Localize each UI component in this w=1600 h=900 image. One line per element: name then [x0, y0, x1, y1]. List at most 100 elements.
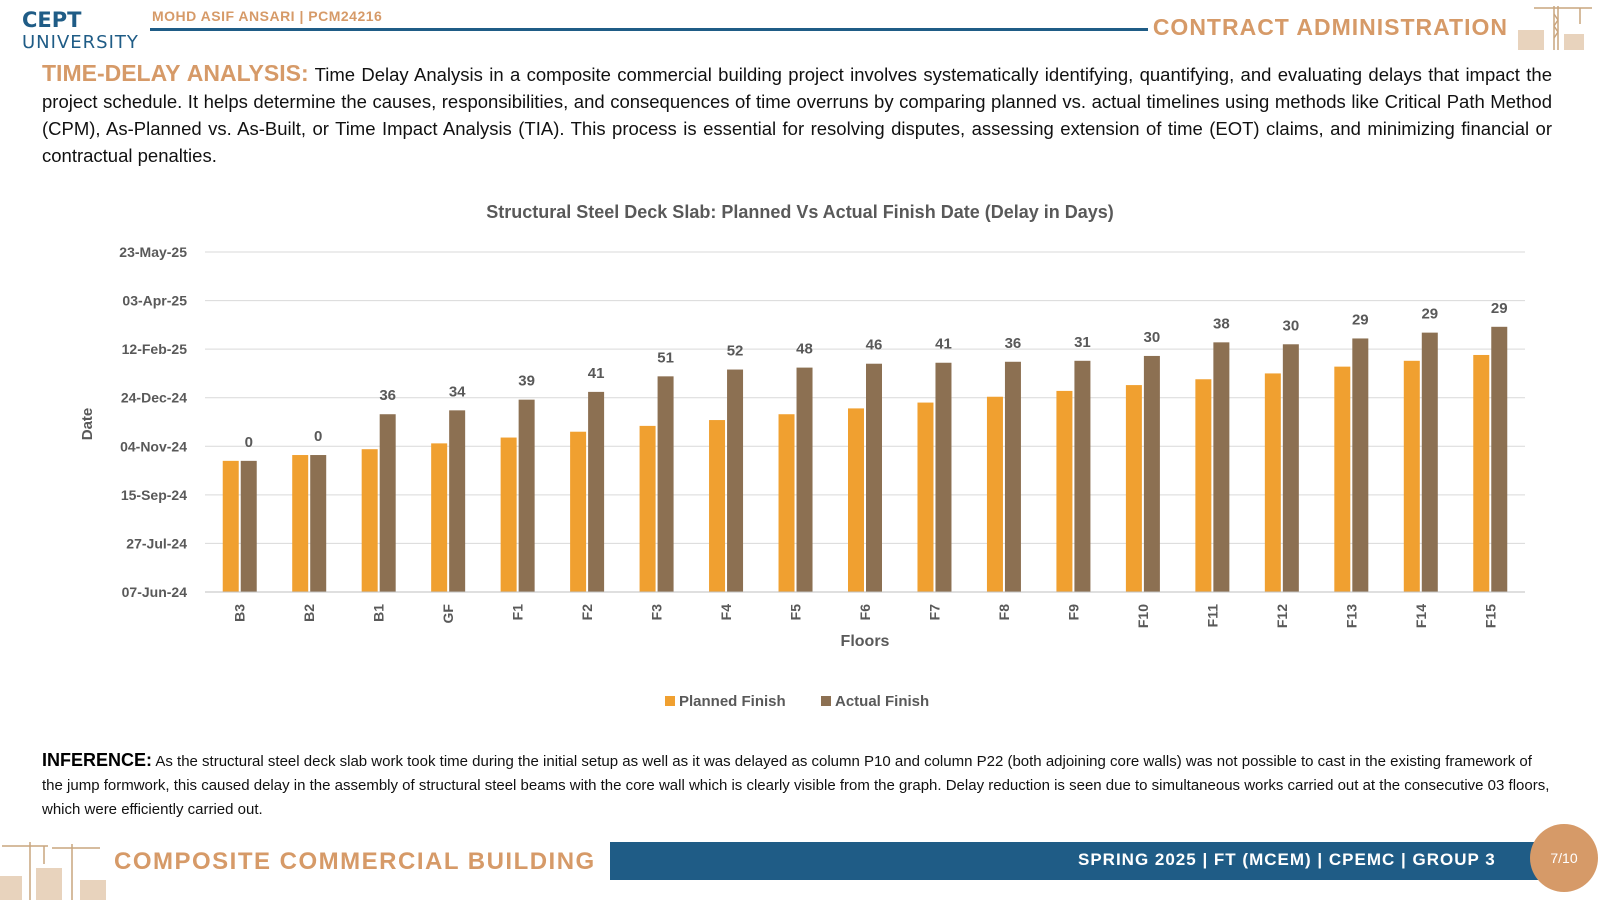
actual-finish-bar — [518, 399, 535, 592]
planned-finish-bar — [570, 431, 587, 592]
actual-finish-bar — [796, 367, 813, 592]
actual-finish-bar — [1421, 332, 1438, 592]
actual-finish-bar — [866, 363, 882, 592]
delay-data-label: 30 — [1282, 317, 1299, 334]
y-axis-label: Date — [79, 408, 96, 441]
planned-finish-bar — [500, 437, 517, 592]
planned-finish-bar — [709, 420, 726, 592]
header-divider — [150, 28, 1148, 31]
delay-data-label: 36 — [1005, 335, 1022, 352]
actual-finish-bar — [1282, 344, 1299, 592]
x-tick-label: F15 — [1482, 604, 1498, 628]
planned-finish-bar — [639, 425, 656, 592]
x-axis-label: Floors — [841, 633, 890, 650]
chart-title: Structural Steel Deck Slab: Planned Vs A… — [486, 202, 1114, 222]
delay-data-label: 29 — [1491, 300, 1508, 317]
y-tick-label: 27-Jul-24 — [126, 535, 187, 551]
x-tick-label: F8 — [996, 604, 1012, 621]
delay-data-label: 38 — [1213, 315, 1230, 332]
section-title: CONTRACT ADMINISTRATION — [1152, 14, 1508, 40]
y-tick-label: 23-May-25 — [119, 244, 187, 260]
y-tick-label: 12-Feb-25 — [122, 341, 188, 357]
footer-info: SPRING 2025 | FT (MCEM) | CPEMC | GROUP … — [1078, 850, 1496, 869]
planned-finish-bar — [222, 460, 239, 592]
construction-crane-icon — [0, 842, 106, 900]
logo-cept-text: CEPT — [22, 8, 82, 32]
delay-data-label: 0 — [245, 434, 253, 451]
inference-paragraph: INFERENCE: As the structural steel deck … — [42, 748, 1552, 822]
inference-text: As the structural steel deck slab work t… — [42, 753, 1550, 818]
x-tick-label: F6 — [857, 604, 873, 621]
page-number-badge — [1530, 824, 1598, 892]
actual-finish-bar — [1352, 338, 1369, 592]
x-tick-label: F2 — [579, 604, 595, 621]
delay-data-label: 30 — [1144, 329, 1161, 346]
actual-finish-bar — [1074, 360, 1091, 592]
planned-finish-bar — [917, 402, 934, 592]
legend-swatch — [665, 696, 675, 706]
planned-finish-bar — [1403, 360, 1420, 592]
construction-crane-icon — [1518, 6, 1592, 50]
project-title: COMPOSITE COMMERCIAL BUILDING — [114, 848, 596, 875]
delay-data-label: 46 — [866, 337, 883, 354]
delay-data-label: 41 — [935, 336, 952, 353]
delay-bar-chart: Structural Steel Deck Slab: Planned Vs A… — [79, 202, 1525, 710]
x-tick-label: F3 — [649, 604, 665, 621]
actual-finish-bar — [449, 410, 466, 592]
x-tick-label: F11 — [1204, 604, 1220, 628]
planned-finish-bar — [848, 408, 864, 592]
planned-finish-bar — [986, 396, 1003, 592]
planned-finish-bar — [1195, 379, 1212, 592]
actual-finish-bar — [935, 362, 952, 592]
planned-finish-bar — [1264, 373, 1281, 592]
y-tick-label: 07-Jun-24 — [122, 584, 188, 600]
delay-data-label: 34 — [449, 383, 466, 400]
actual-finish-bar — [657, 376, 674, 592]
y-tick-label: 03-Apr-25 — [122, 293, 187, 309]
y-tick-label: 24-Dec-24 — [121, 390, 187, 406]
actual-finish-bar — [1143, 355, 1160, 592]
delay-data-label: 31 — [1074, 334, 1091, 351]
x-tick-label: GF — [440, 604, 456, 624]
delay-data-label: 0 — [314, 428, 322, 445]
footer-bar — [610, 842, 1546, 880]
actual-finish-bar — [1491, 326, 1508, 592]
actual-finish-bar — [1004, 361, 1021, 592]
page-number: 7/10 — [1550, 850, 1578, 866]
delay-data-label: 41 — [588, 365, 605, 382]
planned-finish-bar — [431, 443, 448, 592]
x-tick-label: F12 — [1274, 604, 1290, 628]
planned-finish-bar — [361, 449, 378, 592]
delay-data-label: 51 — [657, 349, 674, 366]
actual-finish-bar — [310, 455, 327, 592]
x-tick-label: F7 — [926, 604, 942, 621]
planned-finish-bar — [292, 455, 309, 592]
inference-heading: INFERENCE: — [42, 750, 153, 770]
intro-text: Time Delay Analysis in a composite comme… — [42, 64, 1552, 166]
y-tick-label: 15-Sep-24 — [121, 487, 187, 503]
x-tick-label: F14 — [1413, 604, 1429, 628]
legend-swatch — [821, 696, 831, 706]
author-label: MOHD ASIF ANSARI | PCM24216 — [152, 8, 383, 24]
y-tick-label: 04-Nov-24 — [120, 438, 187, 454]
x-tick-label: F4 — [718, 604, 734, 621]
x-tick-label: B3 — [232, 604, 248, 622]
x-tick-label: F13 — [1343, 604, 1359, 628]
x-tick-label: B2 — [301, 604, 317, 622]
planned-finish-bar — [1334, 366, 1351, 592]
planned-finish-bar — [1125, 385, 1142, 592]
planned-finish-bar — [1056, 390, 1073, 592]
delay-data-label: 39 — [518, 373, 535, 390]
legend-label: Planned Finish — [679, 693, 786, 710]
x-tick-label: F1 — [510, 604, 526, 621]
delay-data-label: 29 — [1421, 306, 1438, 323]
planned-finish-bar — [1473, 354, 1490, 592]
x-tick-label: B1 — [371, 604, 387, 622]
intro-heading: TIME-DELAY ANALYSIS: — [42, 60, 309, 86]
logo-university-text: UNIVERSITY — [22, 32, 139, 53]
x-tick-label: F5 — [788, 604, 804, 621]
delay-data-label: 48 — [796, 341, 813, 358]
planned-finish-bar — [778, 414, 795, 592]
actual-finish-bar — [240, 460, 257, 592]
actual-finish-bar — [588, 391, 605, 592]
